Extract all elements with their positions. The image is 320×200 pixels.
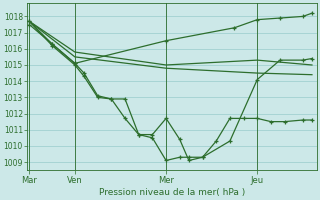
X-axis label: Pression niveau de la mer( hPa ): Pression niveau de la mer( hPa )	[99, 188, 245, 197]
